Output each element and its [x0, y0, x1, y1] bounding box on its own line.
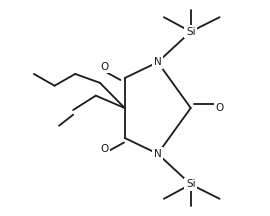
Text: N: N: [154, 149, 161, 159]
Text: N: N: [154, 57, 161, 67]
Text: O: O: [100, 62, 108, 72]
Text: Si: Si: [186, 179, 195, 189]
Text: O: O: [215, 103, 224, 113]
Text: Si: Si: [186, 27, 195, 37]
Text: O: O: [100, 144, 108, 154]
